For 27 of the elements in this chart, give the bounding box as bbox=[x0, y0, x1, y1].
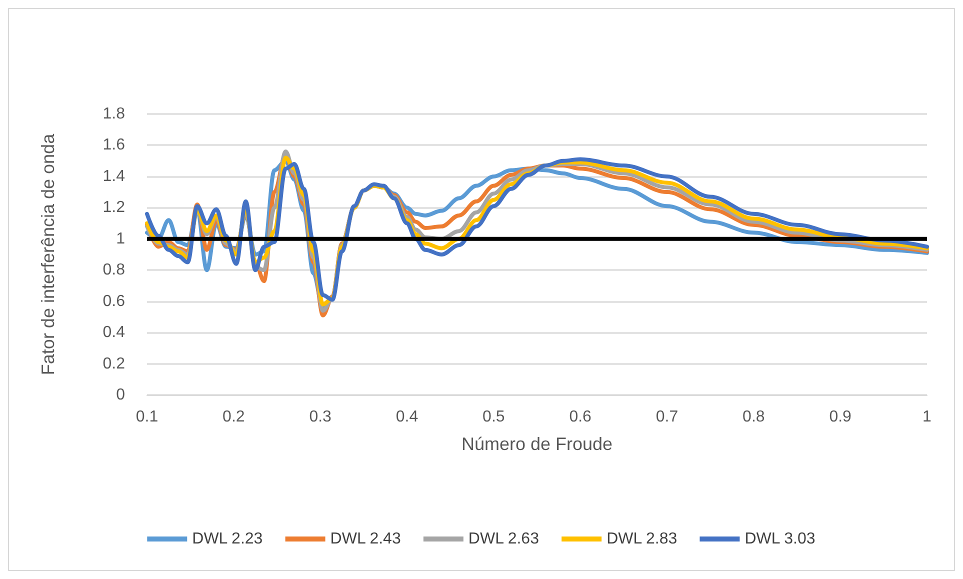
y-tick-label: 1 bbox=[116, 230, 126, 248]
x-tick-label: 0.5 bbox=[482, 408, 505, 426]
x-tick-label: 0.8 bbox=[742, 408, 765, 426]
x-tick-label: 0.6 bbox=[569, 408, 592, 426]
x-tick-label: 0.7 bbox=[656, 408, 678, 426]
y-tick-label: 0.4 bbox=[102, 324, 126, 342]
x-tick-label: 1 bbox=[922, 408, 932, 426]
legend-label: DWL 2.23 bbox=[192, 530, 263, 548]
y-tick-label: 0 bbox=[116, 386, 126, 404]
y-tick-label: 1.4 bbox=[102, 168, 126, 185]
y-tick-label: 1.8 bbox=[102, 106, 126, 122]
y-tick-label: 0.2 bbox=[102, 355, 126, 372]
legend-label: DWL 2.63 bbox=[468, 530, 540, 548]
x-tick-label: 0.3 bbox=[309, 408, 332, 426]
legend-label: DWL 3.03 bbox=[744, 530, 816, 548]
y-tick-label: 0.6 bbox=[102, 292, 126, 310]
y-tick-label: 0.8 bbox=[102, 262, 126, 279]
legend-label: DWL 2.43 bbox=[330, 530, 401, 548]
y-tick-label: 1.6 bbox=[102, 136, 126, 154]
y-tick-label: 1.2 bbox=[102, 199, 126, 216]
y-axis-title: Fator de interferência de onda bbox=[38, 132, 58, 376]
x-tick-label: 0.2 bbox=[222, 408, 245, 426]
x-tick-label: 0.9 bbox=[829, 408, 852, 426]
legend-label: DWL 2.83 bbox=[606, 530, 678, 548]
x-axis-title: Número de Froude bbox=[461, 434, 613, 454]
x-tick-label: 0.1 bbox=[136, 408, 158, 426]
x-tick-label: 0.4 bbox=[396, 408, 418, 426]
